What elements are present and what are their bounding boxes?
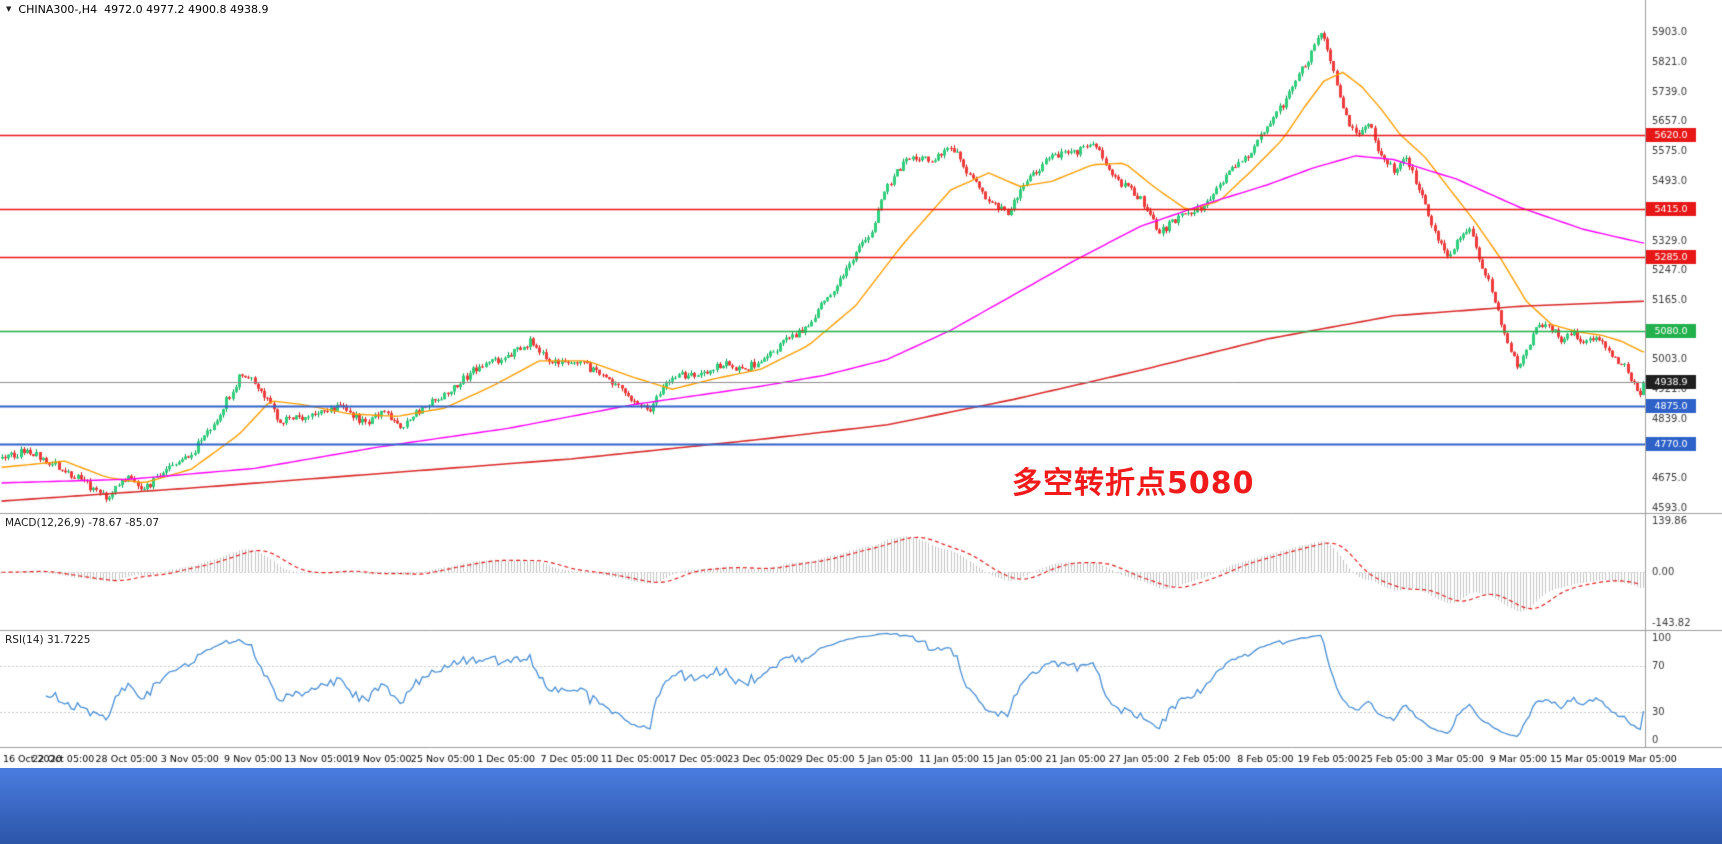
symbol-timeframe-label: CHINA300-,H4 [18, 3, 98, 16]
chart-canvas[interactable] [0, 0, 1722, 768]
rsi-indicator-label: RSI(14) 31.7225 [5, 634, 91, 646]
chart-annotation-text: 多空转折点5080 [1012, 466, 1255, 501]
ohlc-values: 4972.0 4977.2 4900.8 4938.9 [104, 3, 269, 16]
macd-indicator-label: MACD(12,26,9) -78.67 -85.07 [5, 517, 160, 529]
chart-header: ▼ CHINA300-,H4 4972.0 4977.2 4900.8 4938… [6, 3, 269, 16]
chart-shift-icon[interactable]: ▼ [6, 5, 12, 13]
bottom-taskbar-strip [0, 768, 1722, 844]
